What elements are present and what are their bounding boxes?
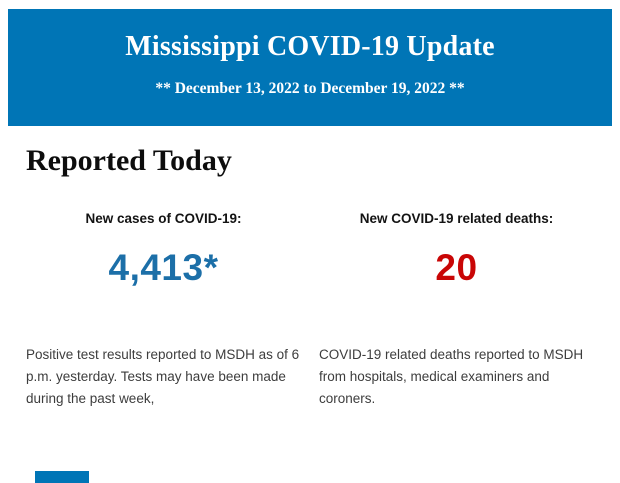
date-range-subtitle: ** December 13, 2022 to December 19, 202…	[155, 80, 465, 97]
stat-new-cases: New cases of COVID-19: 4,413*	[26, 211, 301, 289]
header-banner: Mississippi COVID-19 Update ** December …	[8, 9, 612, 126]
newsletter-title: Mississippi COVID-19 Update	[125, 31, 495, 62]
stats-row: New cases of COVID-19: 4,413* New COVID-…	[26, 211, 594, 289]
new-deaths-label: New COVID-19 related deaths:	[359, 211, 554, 226]
main-content: Reported Today New cases of COVID-19: 4,…	[0, 143, 620, 410]
new-deaths-description: COVID-19 related deaths reported to MSDH…	[319, 347, 584, 406]
next-section-fragment	[35, 471, 89, 483]
reported-today-heading: Reported Today	[26, 144, 232, 177]
stat-new-deaths: New COVID-19 related deaths: 20	[319, 211, 594, 289]
new-cases-value: 4,413*	[108, 247, 219, 288]
new-cases-description: Positive test results reported to MSDH a…	[26, 347, 300, 406]
descriptions-row: Positive test results reported to MSDH a…	[26, 344, 594, 410]
new-cases-label: New cases of COVID-19:	[85, 211, 242, 226]
new-deaths-value: 20	[435, 247, 478, 288]
